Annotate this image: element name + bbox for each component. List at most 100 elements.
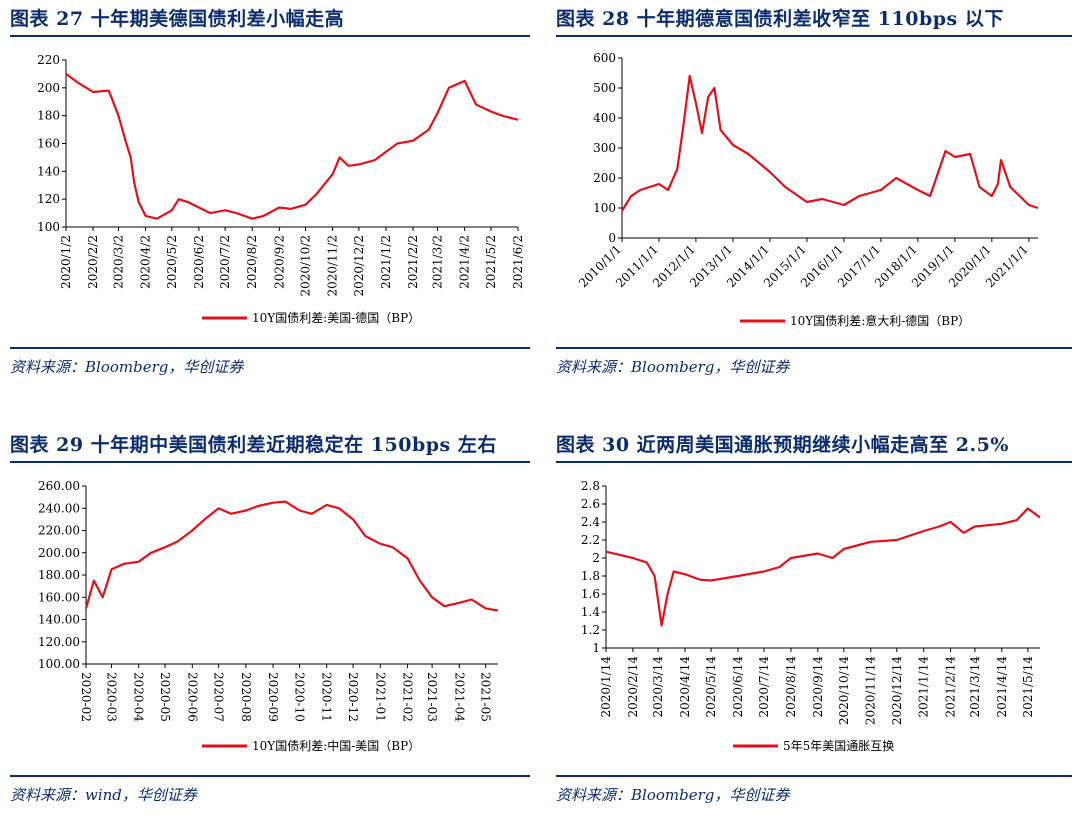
x-tick-label: 2020/2/2 [86, 235, 100, 289]
x-tick-label: 2020-05 [158, 672, 172, 722]
x-tick-label: 2020-11 [320, 672, 334, 722]
y-tick-label: 2.2 [581, 533, 600, 547]
y-tick-label: 1.8 [581, 569, 600, 583]
x-tick-label: 2020/3/14 [651, 656, 665, 718]
source-note: 资料来源：Bloomberg，华创证券 [10, 358, 244, 376]
title-rule [556, 35, 1072, 37]
y-tick-label: 140 [37, 164, 60, 178]
x-tick-label: 2021/3/14 [968, 656, 982, 718]
x-tick-label: 2020/7/14 [757, 656, 771, 718]
y-tick-label: 1.2 [581, 623, 600, 637]
y-tick-label: 120 [37, 192, 60, 206]
y-tick-label: 2 [592, 551, 600, 565]
y-tick-label: 160 [37, 137, 60, 151]
line-chart-us-inflation-swap: 1 1.2 1.4 1.6 1.8 2 2.2 2.4 2.6 2.8 2020/1/14 2020/… [581, 479, 1041, 753]
source-rule [10, 775, 530, 777]
y-tick-label: 400 [593, 111, 616, 125]
y-tick-label: 0 [608, 231, 616, 245]
y-tick-label: 300 [593, 141, 616, 155]
title-rule [10, 35, 530, 37]
x-tick-label: 2021/2/2 [406, 235, 420, 289]
x-tick-label: 2020-06 [185, 672, 199, 722]
legend-label: 10Y国债利差:美国-德国（BP） [252, 310, 420, 325]
y-tick-label: 600 [593, 51, 616, 65]
x-tick-label: 2021/1/2 [379, 235, 393, 289]
y-tick-label: 100 [593, 201, 616, 215]
x-tick-label: 2020/4/14 [678, 656, 692, 718]
legend: 10Y国债利差:意大利-德国（BP） [740, 313, 970, 328]
x-tick-label: 2020-09 [266, 672, 280, 722]
y-tick-label: 100 [37, 220, 60, 234]
x-tick-label: 2020/4/2 [139, 235, 153, 289]
chart-title: 图表 30 近两周美国通胀预期继续小幅走高至 2.5% [556, 434, 1009, 456]
x-tick-label: 2020/8/2 [245, 235, 259, 289]
x-tick-label: 2020/10/14 [837, 656, 851, 726]
x-tick-label: 2021-04 [452, 672, 466, 722]
chart-panel-3: 图表 29 十年期中美国债利差近期稳定在 150bps 左右 100.00 120… [10, 426, 530, 824]
x-tick-label: 2020-02 [79, 672, 93, 722]
chart-title: 图表 29 十年期中美国债利差近期稳定在 150bps 左右 [10, 434, 497, 456]
y-tick-label: 1.6 [581, 587, 600, 601]
x-tick-label: 2020/9/14 [811, 656, 825, 718]
x-tick-label: 2020/3/2 [111, 235, 125, 289]
x-tick-label: 2020/2/14 [626, 656, 640, 718]
x-tick-label: 2020-12 [346, 672, 360, 722]
legend-label: 10Y国债利差:意大利-德国（BP） [790, 313, 970, 328]
x-tick-label: 2021/5/14 [1021, 656, 1035, 718]
source-note: 资料来源：Bloomberg，华创证券 [556, 358, 790, 376]
x-tick-label: 2020-08 [239, 672, 253, 722]
x-tick-label: 2020/12/14 [890, 656, 904, 726]
x-tick-label: 2021/1/14 [917, 656, 931, 718]
y-tick-label: 200 [37, 81, 60, 95]
source-rule [556, 775, 1072, 777]
series-line [65, 73, 519, 220]
legend: 10Y国债利差:中国-美国（BP） [202, 738, 420, 753]
y-tick-label: 220 [37, 53, 60, 67]
x-tick-label: 2020/9/2 [272, 235, 286, 289]
legend: 10Y国债利差:美国-德国（BP） [202, 310, 420, 325]
y-tick-label: 100.00 [38, 657, 80, 671]
line-chart-cn-us-spread: 100.00 120.00 140.00 160.00 180.00 200.00 220.… [38, 479, 499, 753]
x-tick-label: 2020/6/2 [192, 235, 206, 289]
x-tick-label: 2020/8/14 [784, 656, 798, 718]
x-tick-label: 2020/1/14 [599, 656, 613, 718]
x-tick-label: 2021-01 [373, 672, 387, 722]
title-rule [10, 461, 530, 463]
series-line [605, 507, 1041, 627]
x-tick-label: 2020/10/2 [299, 235, 313, 297]
chart-panel-4: 图表 30 近两周美国通胀预期继续小幅走高至 2.5% 1 1.2 1.4 1.6 1.… [556, 426, 1072, 824]
source-note: 资料来源：Bloomberg，华创证券 [556, 786, 790, 804]
y-tick-label: 180.00 [38, 568, 80, 582]
y-tick-label: 120.00 [38, 635, 80, 649]
y-tick-label: 2.8 [581, 479, 600, 493]
x-tick-label: 2021/5/2 [484, 235, 498, 289]
title-rule [556, 461, 1072, 463]
x-tick-label: 2021-05 [479, 672, 493, 722]
line-chart-us-de-spread: 100 120 140 160 180 200 220 2020/1/2 2020/2/2 202… [37, 53, 525, 325]
chart-panel-2: 图表 28 十年期德意国债利差收窄至 110bps 以下 0 100 200 300 4… [556, 0, 1072, 400]
source-rule [556, 347, 1072, 349]
y-tick-label: 2.4 [581, 515, 600, 529]
x-tick-label: 2020-10 [292, 672, 306, 722]
line-chart-it-de-spread: 01002003004005006002010/1/12011/1/12012/… [576, 51, 1039, 328]
y-tick-label: 200.00 [38, 546, 80, 560]
legend-label: 10Y国债利差:中国-美国（BP） [252, 738, 420, 753]
y-tick-label: 1.4 [581, 605, 600, 619]
y-tick-label: 1 [592, 641, 600, 655]
chart-title: 图表 27 十年期美德国债利差小幅走高 [10, 8, 345, 30]
x-tick-label: 2021-02 [401, 672, 415, 722]
x-tick-label: 2020/7/2 [218, 235, 232, 289]
x-tick-label: 2021/3/2 [431, 235, 445, 289]
y-tick-label: 140.00 [38, 613, 80, 627]
x-tick-label: 2020-07 [212, 672, 226, 722]
y-tick-label: 220.00 [38, 524, 80, 538]
x-tick-label: 2020/11/2 [326, 235, 340, 297]
x-tick-label: 2020/12/2 [352, 235, 366, 297]
x-tick-label: 2021/2/14 [944, 656, 958, 718]
y-tick-label: 160.00 [38, 590, 80, 604]
x-tick-label: 2020/5/14 [704, 656, 718, 718]
x-tick-label: 2021-03 [425, 672, 439, 722]
legend: 5年5年美国通胀互换 [733, 739, 894, 753]
x-tick-label: 2021/6/2 [511, 235, 525, 289]
y-tick-label: 240.00 [38, 501, 80, 515]
